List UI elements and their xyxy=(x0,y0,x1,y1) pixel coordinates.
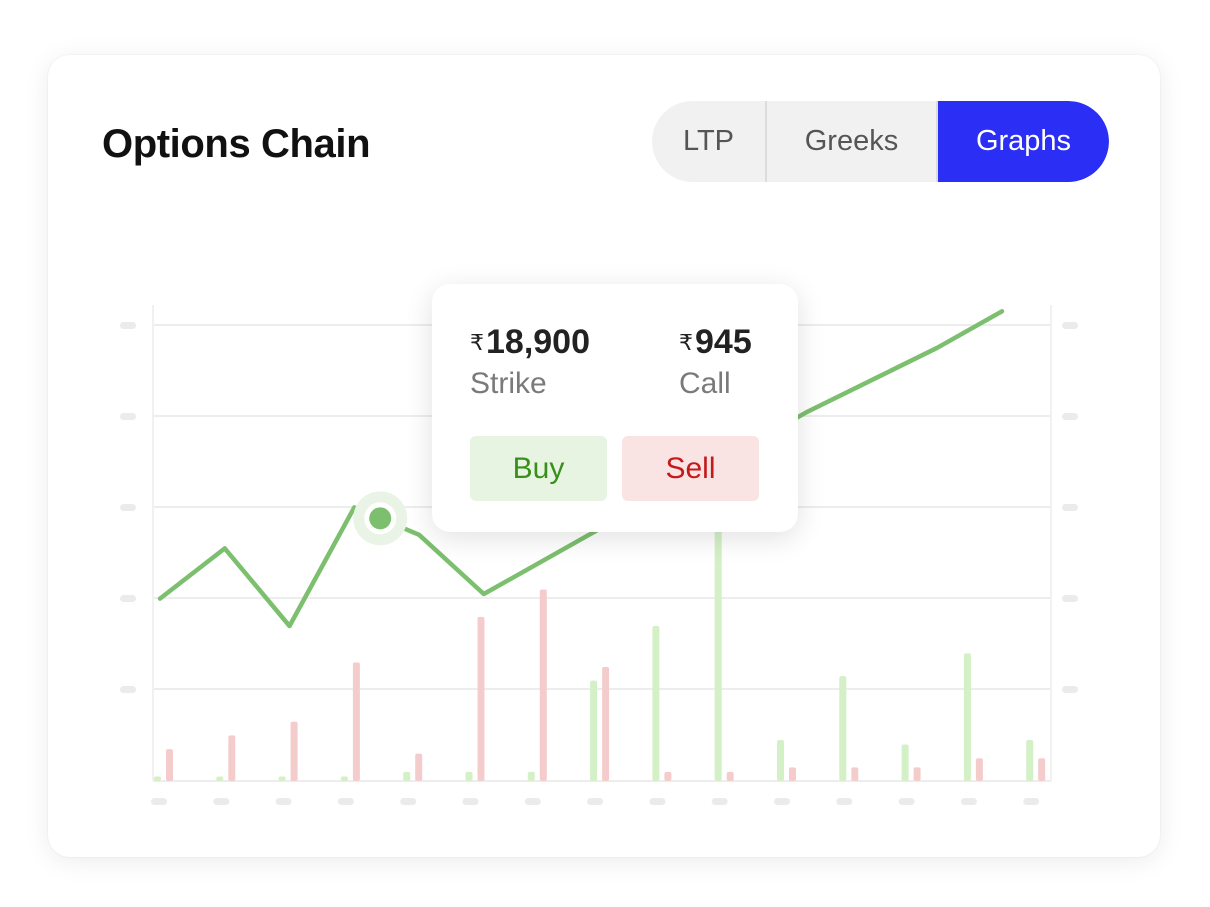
call-oi-bar xyxy=(652,625,660,781)
x-tick-placeholder xyxy=(1023,798,1040,805)
put-oi-bar xyxy=(664,771,672,781)
x-tick-placeholder xyxy=(151,798,167,805)
price-line xyxy=(157,309,1005,629)
x-tick-placeholder xyxy=(275,798,292,805)
call-oi-bar xyxy=(590,680,598,781)
put-oi-bar xyxy=(477,616,485,781)
y-tick-placeholder xyxy=(120,686,136,693)
y-tick-placeholder xyxy=(1062,504,1078,511)
call-oi-bar xyxy=(527,771,535,781)
x-tick-placeholder xyxy=(836,798,853,805)
y-tick-placeholder xyxy=(120,595,136,602)
x-tick-placeholder xyxy=(400,798,417,805)
strike-label: Strike xyxy=(470,367,547,400)
x-tick-placeholder xyxy=(524,798,541,805)
put-oi-bar xyxy=(352,662,360,781)
strike-value: ₹18,900 xyxy=(470,322,590,363)
buy-button[interactable]: Buy xyxy=(470,436,607,501)
x-tick-placeholder xyxy=(774,798,790,805)
x-tick-placeholder xyxy=(213,798,230,805)
x-tick-placeholder xyxy=(587,798,604,805)
y-tick-placeholder xyxy=(120,322,136,329)
y-tick-placeholder xyxy=(1062,686,1078,693)
view-toggle: LTP Greeks Graphs xyxy=(652,101,1109,182)
y-tick-placeholder xyxy=(1062,595,1078,602)
call-oi-bar xyxy=(839,676,847,781)
strike-amount: 18,900 xyxy=(486,323,590,361)
tab-greeks[interactable]: Greeks xyxy=(767,101,938,182)
put-oi-bar xyxy=(913,767,921,781)
call-oi-bar xyxy=(154,776,161,781)
put-oi-bar xyxy=(851,767,859,781)
sell-button[interactable]: Sell xyxy=(622,436,759,501)
x-tick-placeholder xyxy=(711,798,728,805)
call-oi-bar xyxy=(216,776,224,781)
currency-symbol: ₹ xyxy=(679,330,693,355)
x-tick-placeholder xyxy=(462,798,479,805)
call-label: Call xyxy=(679,367,731,400)
put-oi-bar xyxy=(290,721,298,781)
call-oi-bar xyxy=(777,739,784,781)
put-oi-bar xyxy=(726,771,734,781)
strike-tooltip: ₹18,900 Strike ₹945 Call Buy Sell xyxy=(432,284,798,532)
y-tick-placeholder xyxy=(120,504,136,511)
put-oi-bar xyxy=(228,735,236,781)
x-tick-placeholder xyxy=(337,798,354,805)
put-oi-bar xyxy=(166,749,173,781)
call-amount: 945 xyxy=(695,323,752,361)
call-oi-bar xyxy=(403,771,411,781)
x-tick-placeholder xyxy=(649,798,666,805)
page-title: Options Chain xyxy=(102,122,371,166)
put-oi-bar xyxy=(975,758,983,781)
put-oi-bar xyxy=(415,753,423,781)
selected-point-marker xyxy=(369,507,392,530)
call-oi-bar xyxy=(1026,739,1034,781)
call-oi-bar xyxy=(340,776,348,781)
currency-symbol: ₹ xyxy=(470,330,484,355)
call-oi-bar xyxy=(963,653,971,781)
y-tick-placeholder xyxy=(120,413,136,420)
x-tick-placeholder xyxy=(960,798,977,805)
tab-ltp[interactable]: LTP xyxy=(652,101,767,182)
y-tick-placeholder xyxy=(1062,322,1078,329)
x-tick-placeholder xyxy=(898,798,915,805)
call-value: ₹945 xyxy=(679,322,752,363)
put-oi-bar xyxy=(789,767,796,781)
put-oi-bar xyxy=(539,589,547,781)
put-oi-bar xyxy=(1038,758,1046,781)
tab-graphs[interactable]: Graphs xyxy=(938,101,1109,182)
call-oi-bar xyxy=(278,776,286,781)
call-oi-bar xyxy=(901,744,909,781)
call-oi-bar xyxy=(465,771,473,781)
put-oi-bar xyxy=(602,667,610,781)
y-tick-placeholder xyxy=(1062,413,1078,420)
